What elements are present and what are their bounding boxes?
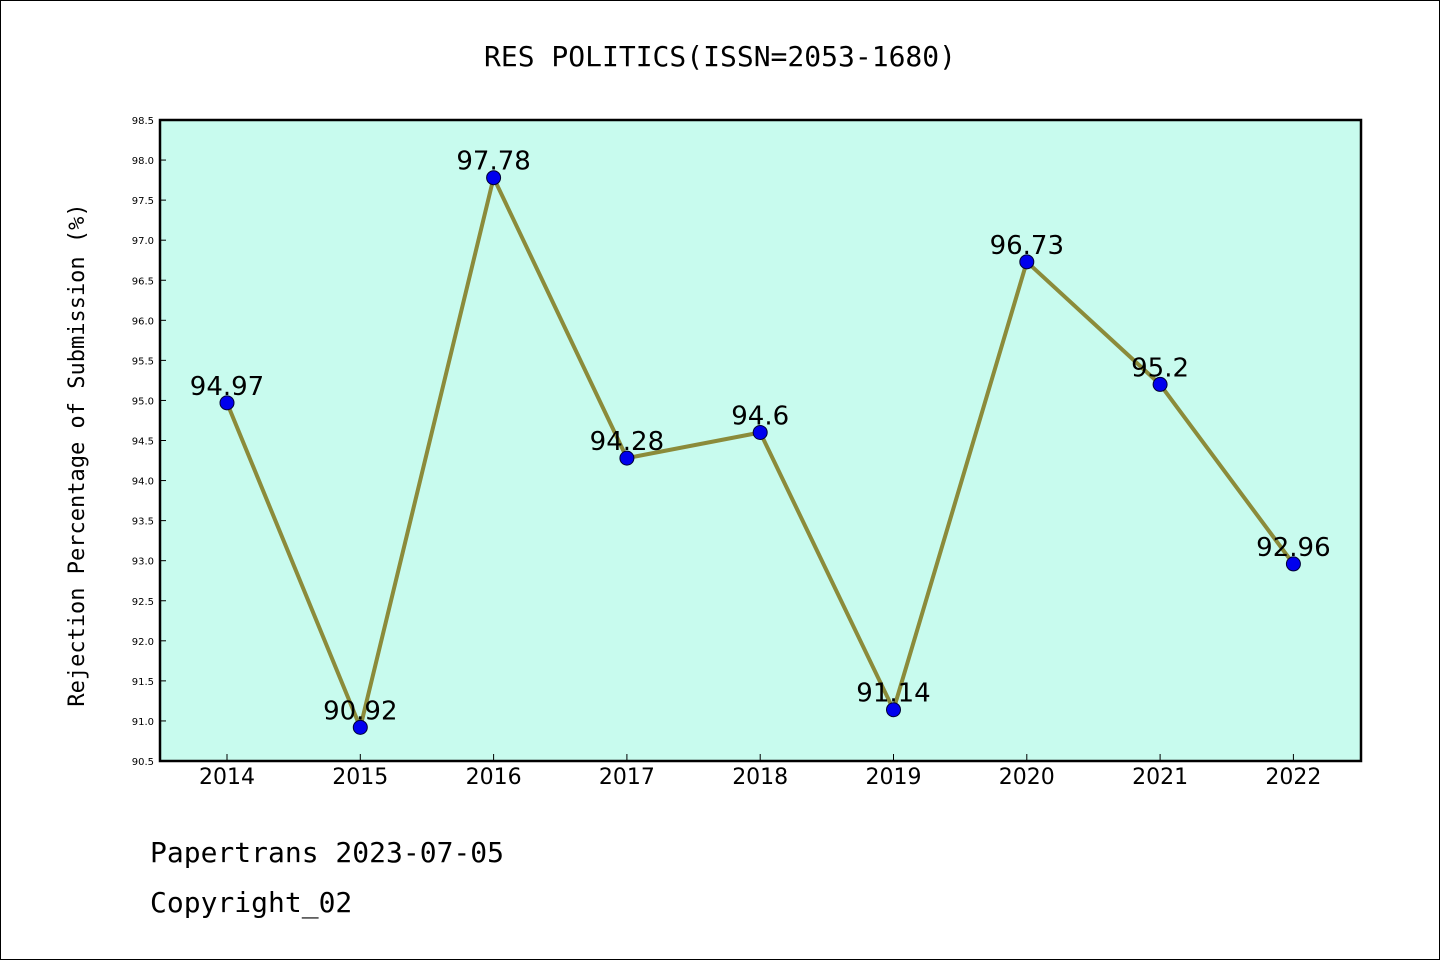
y-tick-label: 95.5 xyxy=(132,356,154,367)
x-axis: 2014 2015 2016 2017 2018 2019 2020 2021 2022 xyxy=(199,754,1321,790)
x-tick-label: 2016 xyxy=(466,765,522,790)
chart-title: RES POLITICS(ISSN=2053-1680) xyxy=(484,40,956,73)
y-tick-label: 95.0 xyxy=(132,396,154,407)
data-point xyxy=(486,170,502,186)
y-tick-label: 97.0 xyxy=(132,236,154,247)
x-tick-label: 2020 xyxy=(999,765,1055,790)
data-label: 91.14 xyxy=(856,679,930,709)
data-point xyxy=(1285,556,1301,572)
data-label: 96.73 xyxy=(990,231,1064,261)
data-label: 95.2 xyxy=(1131,353,1189,383)
data-point xyxy=(219,395,235,411)
footer-date: Papertrans 2023-07-05 xyxy=(150,836,505,869)
y-tick-label: 94.0 xyxy=(132,477,154,488)
x-tick-label: 2015 xyxy=(332,765,388,790)
y-tick-label: 96.0 xyxy=(132,316,154,327)
x-tick-label: 2014 xyxy=(199,765,255,790)
data-labels: 94.97 90.92 97.78 94.28 94.6 91.14 96.73 95.2 92… xyxy=(190,147,1331,727)
data-label: 97.78 xyxy=(456,147,530,177)
y-tick-label: 91.0 xyxy=(132,717,154,728)
y-tick-label: 94.5 xyxy=(132,437,154,448)
x-tick-label: 2017 xyxy=(599,765,655,790)
data-point xyxy=(1152,376,1168,392)
data-label: 94.6 xyxy=(731,401,789,431)
y-tick-label: 92.0 xyxy=(132,637,154,648)
x-tick-label: 2022 xyxy=(1265,765,1321,790)
y-tick-label: 97.5 xyxy=(132,196,154,207)
x-tick-label: 2019 xyxy=(866,765,922,790)
plot-border xyxy=(158,118,1363,763)
y-axis-label: Rejection Percentage of Submission (%) xyxy=(65,203,90,706)
y-tick-label: 93.0 xyxy=(132,557,154,568)
data-label: 94.28 xyxy=(590,427,664,457)
data-point xyxy=(886,702,901,718)
y-tick-label: 90.5 xyxy=(132,757,154,768)
y-tick-label: 92.5 xyxy=(132,597,154,608)
data-point xyxy=(619,450,635,466)
data-label: 92.96 xyxy=(1256,533,1330,563)
plot-area xyxy=(160,120,1361,761)
y-axis: 90.5 91.0 91.5 92.0 92.5 93.0 93.5 94.0 94.5 95.0… xyxy=(132,116,166,768)
y-tick-label: 96.5 xyxy=(132,276,154,287)
data-point xyxy=(352,719,368,735)
data-label: 90.92 xyxy=(323,696,397,726)
data-point xyxy=(1019,254,1035,270)
y-tick-label: 93.5 xyxy=(132,517,154,528)
data-point xyxy=(752,424,768,440)
y-tick-label: 91.5 xyxy=(132,677,154,688)
x-tick-label: 2018 xyxy=(732,765,788,790)
data-label: 94.97 xyxy=(190,372,264,402)
y-tick-label: 98.0 xyxy=(132,156,154,167)
x-tick-label: 2021 xyxy=(1132,765,1188,790)
footer-copyright: Copyright_02 xyxy=(150,886,353,919)
y-tick-label: 98.5 xyxy=(132,116,154,127)
series-markers xyxy=(219,170,1301,735)
